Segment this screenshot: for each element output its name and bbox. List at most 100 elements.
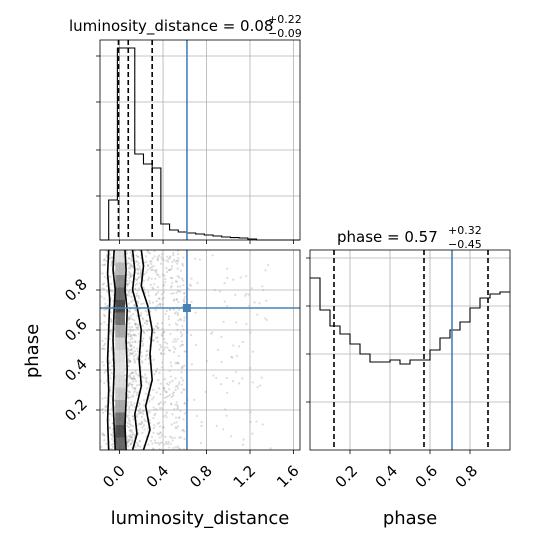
sample-point: [160, 441, 163, 444]
sample-point: [183, 296, 186, 299]
sample-point: [129, 328, 132, 331]
sample-point: [111, 445, 115, 448]
sample-point: [149, 260, 152, 263]
sample-point: [158, 402, 161, 405]
title-phase-sup: +0.32: [448, 224, 482, 237]
sample-point: [269, 447, 272, 450]
sample-point: [152, 388, 155, 391]
sample-point: [83, 358, 85, 360]
sample-point: [127, 335, 130, 338]
sample-point: [128, 310, 131, 313]
sample-point: [127, 396, 130, 399]
sample-point: [173, 436, 176, 439]
sample-point: [128, 310, 131, 313]
sample-point: [131, 404, 134, 407]
sample-point: [156, 340, 159, 343]
sample-point: [128, 422, 131, 425]
sample-point: [144, 373, 147, 376]
sample-point: [136, 277, 140, 280]
sample-point: [259, 384, 262, 387]
sample-point: [111, 435, 114, 438]
sample-point: [142, 286, 145, 289]
sample-point: [130, 348, 133, 351]
sample-point: [102, 344, 106, 347]
sample-point: [145, 350, 148, 353]
sample-point: [157, 297, 160, 300]
sample-point: [136, 415, 139, 418]
sample-point: [169, 332, 172, 335]
sample-point: [109, 329, 112, 332]
sample-point: [138, 440, 141, 443]
sample-point: [264, 269, 267, 272]
sample-point: [132, 355, 135, 358]
sample-point: [265, 318, 268, 322]
sample-point: [232, 278, 235, 281]
sample-point: [138, 403, 141, 406]
sample-point: [129, 330, 132, 333]
sample-point: [142, 318, 145, 321]
density-cell: [115, 425, 125, 438]
sample-point: [241, 340, 244, 344]
sample-point: [158, 448, 161, 450]
sample-point: [170, 265, 174, 268]
sample-point: [85, 378, 87, 380]
sample-point: [131, 329, 134, 332]
sample-point: [103, 342, 107, 345]
sample-point: [266, 263, 270, 267]
sample-point: [152, 358, 155, 361]
sample-point: [129, 275, 132, 278]
sample-point: [152, 417, 155, 420]
sample-point: [130, 371, 133, 374]
sample-point: [105, 305, 108, 308]
sample-point: [138, 282, 141, 285]
sample-point: [183, 350, 186, 353]
sample-point: [113, 399, 116, 402]
sample-point: [147, 443, 150, 446]
sample-point: [127, 414, 130, 417]
sample-point: [179, 345, 182, 348]
sample-point: [163, 331, 166, 334]
sample-point: [167, 315, 171, 318]
sample-point: [174, 362, 177, 365]
sample-point: [128, 436, 132, 439]
sample-point: [147, 276, 151, 280]
sample-point: [125, 289, 128, 292]
sample-point: [139, 445, 142, 448]
contour-inner-right: [124, 250, 128, 450]
sample-point: [150, 265, 153, 269]
sample-point: [145, 329, 149, 332]
sample-point: [175, 291, 178, 294]
sample-point: [160, 258, 164, 261]
panel-frame: [99, 39, 301, 241]
sample-point: [189, 284, 193, 287]
sample-point: [152, 264, 155, 268]
sample-point: [131, 438, 134, 441]
sample-point: [162, 386, 166, 389]
sample-point: [173, 421, 176, 425]
sample-point: [170, 364, 173, 367]
sample-point: [180, 340, 184, 343]
sample-point: [168, 381, 172, 384]
sample-point: [127, 333, 130, 336]
sample-point: [134, 283, 137, 287]
sample-point: [135, 326, 138, 329]
title-luminosity-distance-sub: −0.09: [268, 27, 302, 40]
sample-point: [131, 371, 135, 374]
sample-point: [133, 378, 136, 381]
sample-point: [94, 437, 96, 439]
sample-point: [131, 352, 134, 356]
sample-point: [86, 254, 88, 256]
sample-point: [131, 424, 134, 428]
sample-point: [109, 329, 112, 332]
sample-point: [131, 439, 134, 443]
sample-point: [153, 269, 157, 272]
sample-point: [141, 355, 144, 358]
sample-point: [143, 288, 146, 291]
sample-point: [101, 397, 104, 400]
sample-point: [106, 304, 109, 307]
sample-point: [162, 402, 165, 405]
sample-point: [137, 287, 141, 290]
sample-point: [134, 446, 137, 449]
sample-point: [102, 364, 105, 367]
sample-point: [163, 346, 167, 349]
